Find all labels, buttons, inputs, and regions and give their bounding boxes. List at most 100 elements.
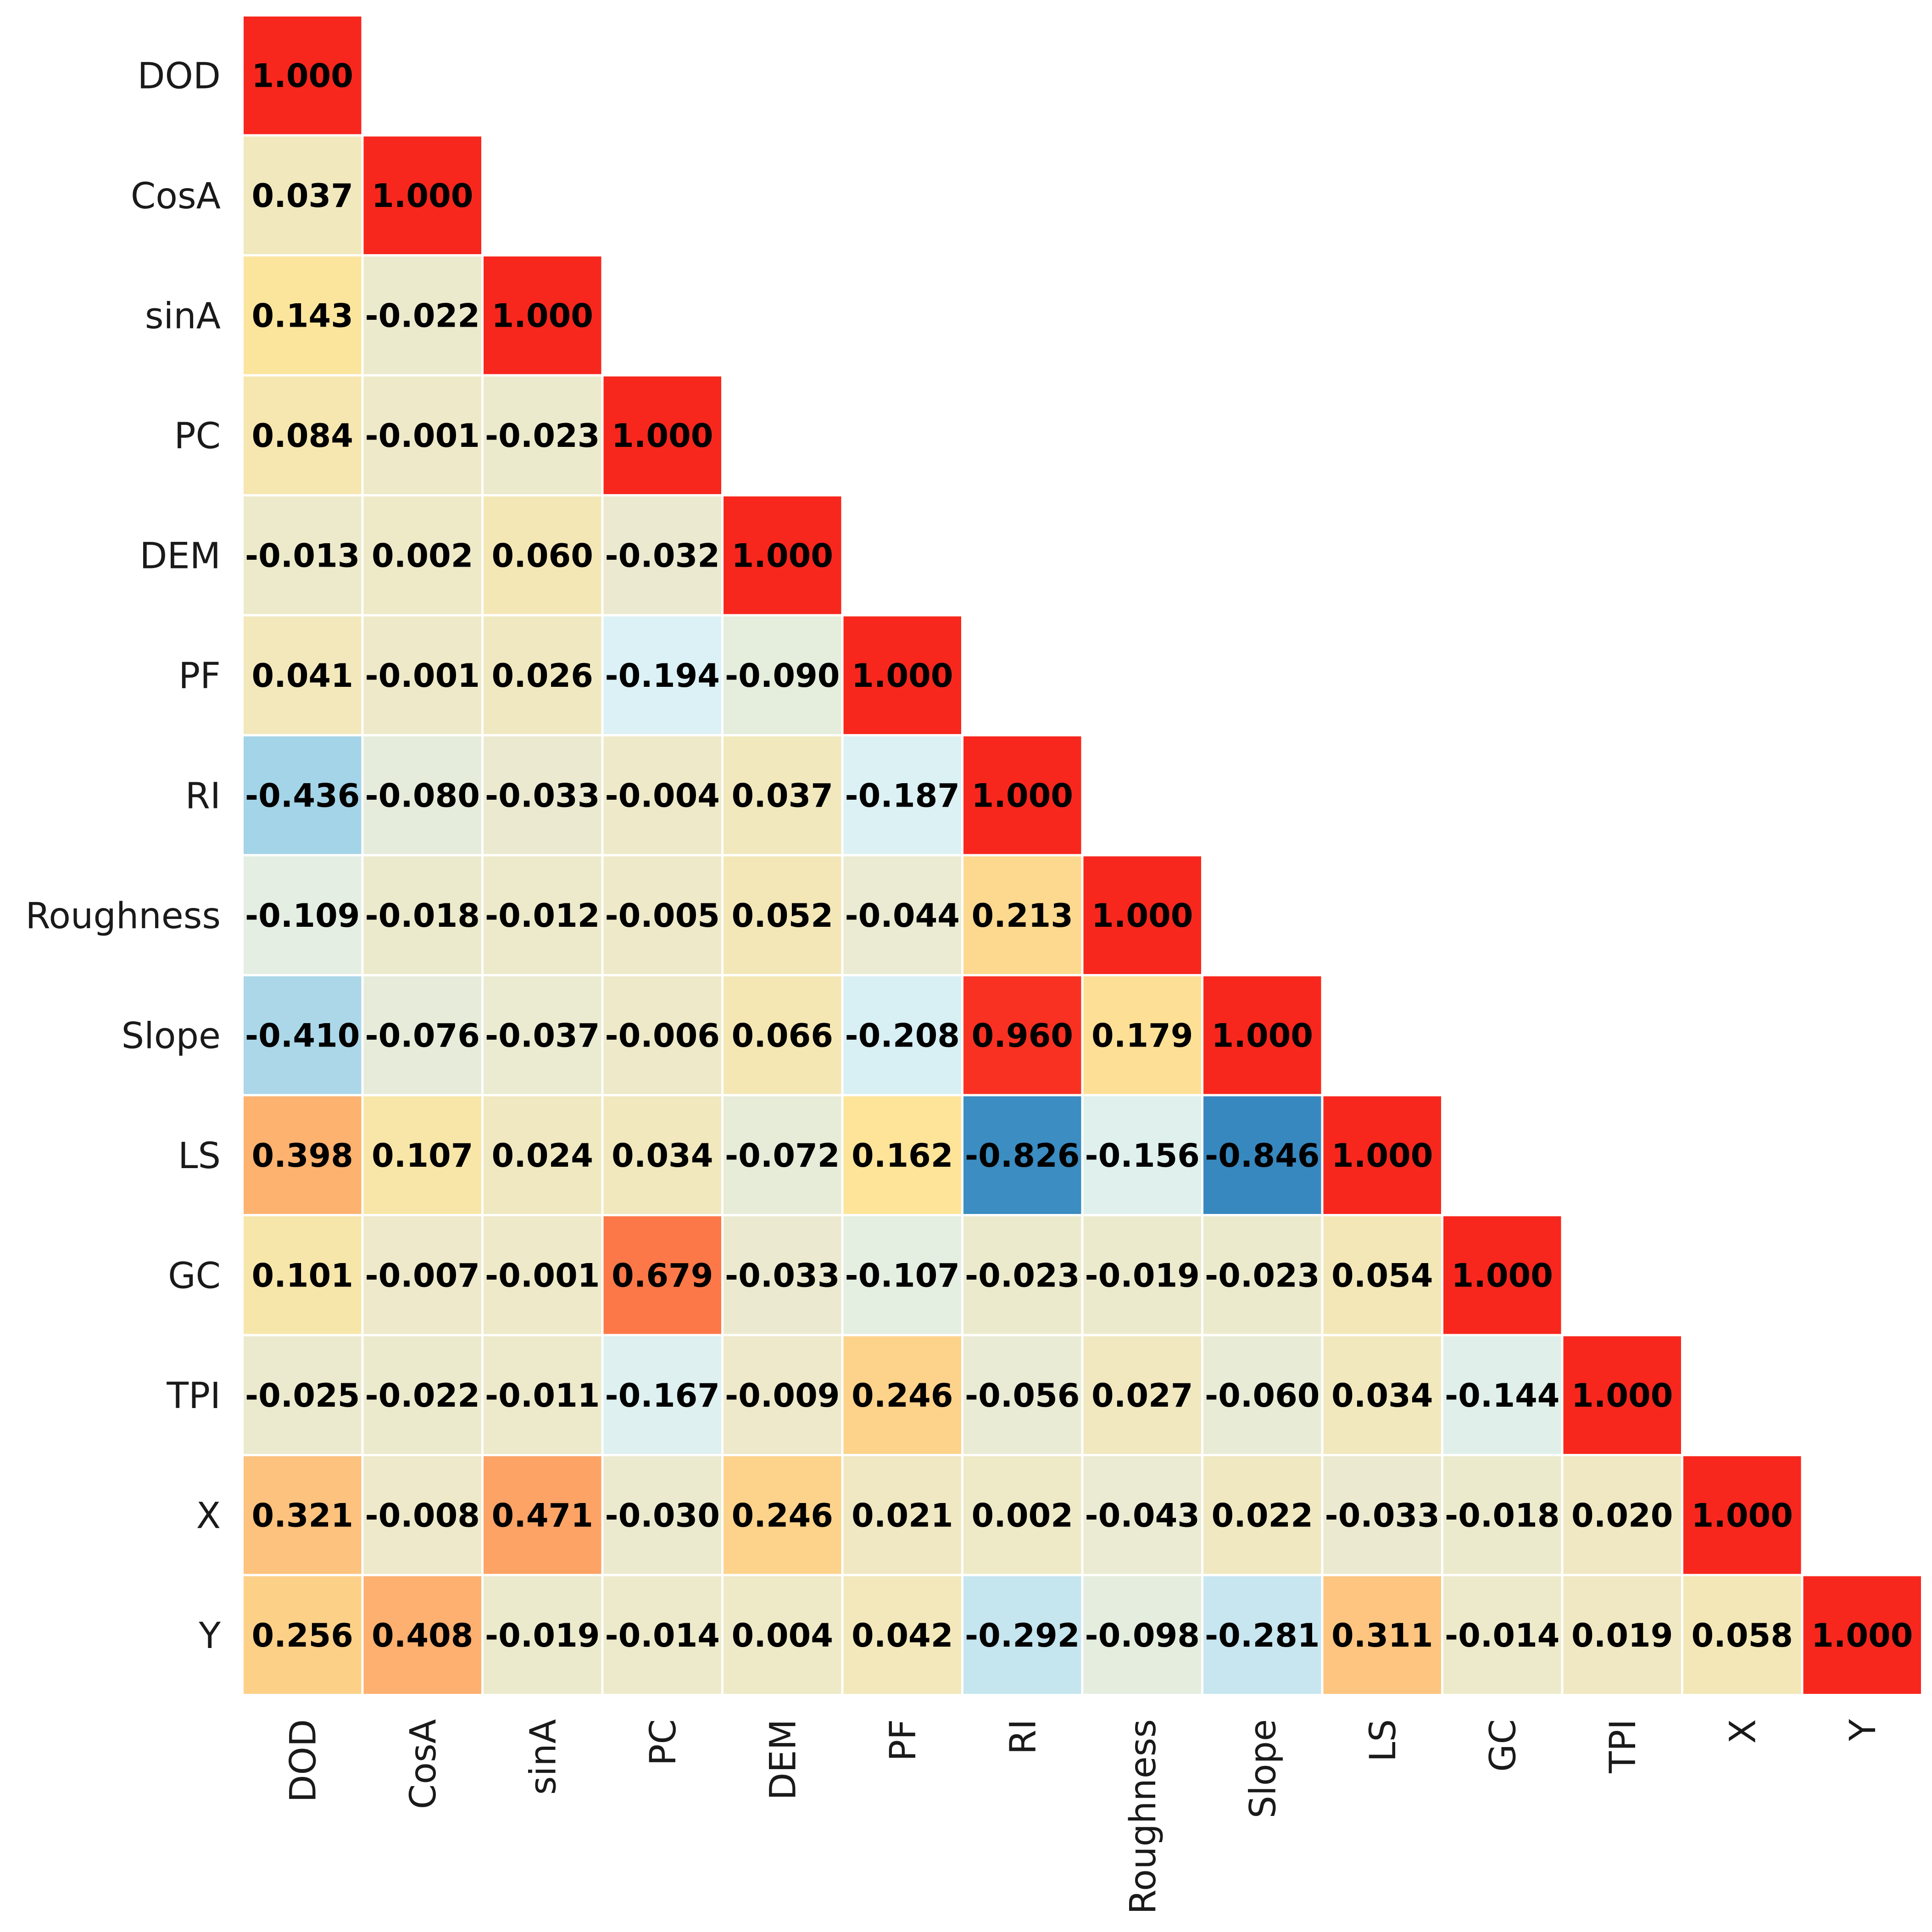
cell-value-GC-PC: 0.679 xyxy=(612,1257,713,1294)
heatmap-cell-RI-PC xyxy=(603,736,721,854)
cell-value-Y-CosA: 0.408 xyxy=(372,1617,473,1654)
heatmap-cell-TPI-TPI xyxy=(1563,1336,1681,1454)
column-label-GC: GC xyxy=(1482,1719,1524,1772)
cell-value-X-GC: -0.018 xyxy=(1445,1497,1559,1534)
heatmap-cell-Roughness-DEM xyxy=(724,856,841,974)
cell-value-PF-CosA: -0.001 xyxy=(365,657,480,695)
heatmap-cell-X-Slope xyxy=(1203,1456,1321,1574)
heatmap-cell-Roughness-Roughness xyxy=(1083,856,1201,974)
cell-value-LS-Slope: -0.846 xyxy=(1205,1137,1320,1175)
cell-value-PC-DOD: 0.084 xyxy=(252,417,353,455)
cell-value-TPI-LS: 0.034 xyxy=(1331,1377,1433,1414)
row-label-GC: GC xyxy=(168,1255,221,1297)
heatmap-cell-CosA-CosA xyxy=(363,136,481,254)
cell-value-sinA-CosA: -0.022 xyxy=(365,297,480,334)
cell-value-DEM-DOD: -0.013 xyxy=(245,537,360,574)
cell-value-GC-sinA: -0.001 xyxy=(485,1257,600,1294)
heatmap-cell-sinA-DOD xyxy=(244,256,362,374)
heatmap-cell-DOD-DOD xyxy=(244,17,362,134)
heatmap-cell-Roughness-PC xyxy=(603,856,721,974)
cell-value-Slope-PF: -0.208 xyxy=(845,1017,960,1054)
heatmap-cell-Roughness-RI xyxy=(963,856,1081,974)
cell-value-TPI-PC: -0.167 xyxy=(605,1377,720,1414)
cell-value-PF-DEM: -0.090 xyxy=(725,657,840,695)
heatmap-cell-Slope-RI xyxy=(963,976,1081,1094)
heatmap-cell-X-GC xyxy=(1443,1456,1561,1574)
heatmap-cell-PF-PF xyxy=(843,616,961,734)
heatmap-cell-GC-GC xyxy=(1443,1216,1561,1334)
cell-value-CosA-DOD: 0.037 xyxy=(252,177,353,215)
column-label-PC: PC xyxy=(643,1719,684,1766)
heatmap-cell-LS-PC xyxy=(603,1096,721,1214)
cell-value-RI-CosA: -0.080 xyxy=(365,777,480,814)
heatmap-cell-LS-sinA xyxy=(484,1096,601,1214)
cell-value-Slope-Roughness: 0.179 xyxy=(1091,1017,1193,1054)
cell-value-RI-DEM: 0.037 xyxy=(732,777,833,814)
heatmap-cell-PC-CosA xyxy=(363,376,481,494)
heatmap-cell-LS-DEM xyxy=(724,1096,841,1214)
heatmap-cell-Slope-CosA xyxy=(363,976,481,1094)
heatmap-cell-Y-TPI xyxy=(1563,1576,1681,1694)
cell-value-X-DOD: 0.321 xyxy=(252,1497,353,1534)
cell-value-Slope-sinA: -0.037 xyxy=(485,1017,600,1054)
cell-value-Y-Roughness: -0.098 xyxy=(1085,1617,1200,1654)
heatmap-cell-PF-PC xyxy=(603,616,721,734)
heatmap-cell-PC-sinA xyxy=(484,376,601,494)
heatmap-cell-X-DOD xyxy=(244,1456,362,1574)
heatmap-cell-Slope-PF xyxy=(843,976,961,1094)
heatmap-cell-sinA-CosA xyxy=(363,256,481,374)
heatmap-cell-TPI-RI xyxy=(963,1336,1081,1454)
heatmap-cell-DEM-sinA xyxy=(484,496,601,614)
heatmap-cell-LS-DOD xyxy=(244,1096,362,1214)
cell-value-PC-CosA: -0.001 xyxy=(365,417,480,455)
heatmap-cell-Y-PF xyxy=(843,1576,961,1694)
column-label-LS: LS xyxy=(1363,1719,1404,1762)
cell-value-GC-CosA: -0.007 xyxy=(365,1257,480,1294)
column-tick-labels: DOD CosA sinA PC DEM PF RI Roughness Slope LS GC TP… xyxy=(283,1719,1884,1915)
cell-value-GC-Slope: -0.023 xyxy=(1205,1257,1320,1294)
column-label-TPI: TPI xyxy=(1603,1719,1644,1774)
cell-value-Slope-DOD: -0.410 xyxy=(245,1017,360,1054)
cell-value-GC-LS: 0.054 xyxy=(1331,1257,1433,1294)
cell-value-TPI-DEM: -0.009 xyxy=(725,1377,840,1414)
row-tick-labels: DOD CosA sinA PC DEM PF RI Roughness Slope LS GC TP… xyxy=(26,56,221,1657)
cell-value-Roughness-DEM: 0.052 xyxy=(732,897,833,935)
cell-value-X-sinA: 0.471 xyxy=(492,1497,593,1534)
column-label-sinA: sinA xyxy=(523,1719,564,1795)
cell-value-Y-LS: 0.311 xyxy=(1331,1617,1433,1654)
heatmap-cell-GC-PC xyxy=(603,1216,721,1334)
heatmap-cell-PC-PC xyxy=(603,376,721,494)
cell-value-Roughness-PC: -0.005 xyxy=(605,897,720,935)
cell-value-GC-Roughness: -0.019 xyxy=(1085,1257,1200,1294)
cell-value-Roughness-DOD: -0.109 xyxy=(245,897,360,935)
cell-value-Roughness-CosA: -0.018 xyxy=(365,897,480,935)
cell-value-Slope-Slope: 1.000 xyxy=(1212,1017,1313,1054)
heatmap-cell-X-sinA xyxy=(484,1456,601,1574)
cell-value-LS-LS: 1.000 xyxy=(1331,1137,1433,1175)
heatmap-cell-X-TPI xyxy=(1563,1456,1681,1574)
heatmap-cell-GC-DEM xyxy=(724,1216,841,1334)
heatmap-cell-PF-DEM xyxy=(724,616,841,734)
cell-value-X-TPI: 0.020 xyxy=(1571,1497,1673,1534)
row-label-Y: Y xyxy=(198,1615,221,1657)
heatmap-cell-X-PF xyxy=(843,1456,961,1574)
heatmap-cell-DEM-DOD xyxy=(244,496,362,614)
heatmap-cell-TPI-sinA xyxy=(484,1336,601,1454)
cell-value-LS-DEM: -0.072 xyxy=(725,1137,840,1175)
heatmap-cell-RI-PF xyxy=(843,736,961,854)
cell-value-X-RI: 0.002 xyxy=(972,1497,1073,1534)
cell-value-X-PC: -0.030 xyxy=(605,1497,720,1534)
heatmap-cell-PF-CosA xyxy=(363,616,481,734)
heatmap-cell-Y-DOD xyxy=(244,1576,362,1694)
column-label-DOD: DOD xyxy=(283,1719,324,1803)
cell-value-DEM-PC: -0.032 xyxy=(605,537,720,574)
column-label-Roughness: Roughness xyxy=(1123,1719,1164,1915)
heatmap-cell-DEM-DEM xyxy=(724,496,841,614)
heatmap-cell-DEM-CosA xyxy=(363,496,481,614)
cell-value-PC-PC: 1.000 xyxy=(612,417,713,455)
cell-value-X-Roughness: -0.043 xyxy=(1085,1497,1200,1534)
cell-value-Y-RI: -0.292 xyxy=(965,1617,1080,1654)
cell-value-TPI-Slope: -0.060 xyxy=(1205,1377,1320,1414)
column-label-Slope: Slope xyxy=(1242,1719,1284,1818)
heatmap-cell-GC-Slope xyxy=(1203,1216,1321,1334)
